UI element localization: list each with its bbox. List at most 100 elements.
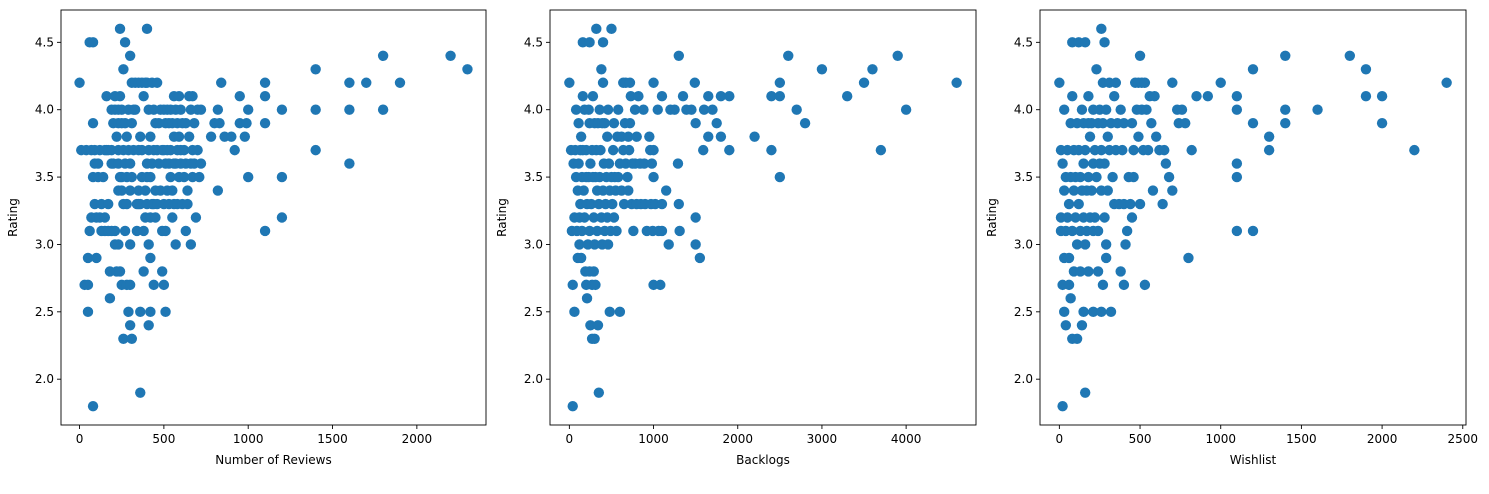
data-point — [148, 279, 159, 291]
data-point — [178, 171, 190, 183]
data-point — [663, 239, 674, 250]
data-point — [1128, 171, 1139, 183]
data-point — [1079, 387, 1091, 398]
data-point — [145, 306, 156, 318]
data-point — [1099, 37, 1110, 48]
data-point — [1067, 225, 1078, 237]
data-point — [377, 50, 389, 62]
data-point — [216, 77, 227, 88]
data-point — [584, 225, 595, 237]
data-point — [178, 144, 190, 156]
x-tick-label: 500 — [1129, 432, 1152, 446]
y-tick-label: 4.5 — [524, 35, 543, 49]
data-point — [1150, 131, 1162, 142]
chart-panel-1: 0 500 1000 1500 2000 2.0 2.5 3.0 3.5 4.0 4.5 Number… — [6, 9, 487, 467]
data-point — [1100, 252, 1112, 264]
y-tick-label: 4.0 — [524, 103, 543, 117]
data-point — [673, 50, 685, 62]
data-point — [82, 306, 94, 318]
data-point — [570, 104, 582, 115]
data-point — [234, 91, 245, 102]
data-point — [344, 104, 355, 115]
x-tick-label: 2000 — [402, 432, 433, 446]
data-point — [648, 77, 659, 88]
data-point — [243, 104, 254, 115]
x-tick-label: 2500 — [1447, 432, 1478, 446]
data-point — [276, 212, 288, 223]
data-point — [707, 104, 718, 115]
data-point — [585, 320, 596, 331]
data-point — [156, 266, 168, 277]
data-point — [111, 131, 122, 142]
data-point — [124, 158, 136, 169]
data-point — [1118, 117, 1130, 129]
data-point — [1102, 131, 1113, 142]
data-point — [900, 104, 912, 115]
data-point — [126, 171, 138, 183]
data-point — [116, 185, 127, 196]
data-point — [121, 198, 132, 210]
data-point — [1097, 279, 1109, 291]
data-point — [1063, 198, 1075, 210]
data-point — [1376, 91, 1388, 102]
data-point — [1083, 266, 1094, 277]
data-point — [1231, 104, 1243, 115]
data-point — [1147, 185, 1159, 196]
data-point — [239, 131, 251, 142]
data-point — [1159, 144, 1170, 156]
data-point — [606, 23, 617, 35]
data-point — [573, 158, 584, 169]
data-point — [310, 64, 321, 75]
data-point — [103, 198, 114, 210]
data-point — [87, 37, 99, 48]
data-point — [1133, 131, 1144, 142]
data-point — [639, 158, 650, 169]
data-point — [135, 387, 146, 398]
axes-frame — [1039, 9, 1467, 426]
data-point — [143, 320, 154, 331]
data-point — [113, 239, 124, 250]
data-point — [1125, 198, 1136, 210]
data-point — [569, 306, 580, 318]
data-point — [1360, 91, 1372, 102]
data-point — [1096, 23, 1107, 35]
data-point — [597, 37, 609, 48]
data-point — [91, 252, 102, 264]
data-point — [1088, 306, 1099, 318]
data-points-1 — [74, 23, 473, 412]
x-tick-label: 3000 — [807, 432, 838, 446]
data-point — [1134, 50, 1146, 62]
data-point — [783, 50, 794, 62]
data-point — [1247, 117, 1259, 129]
data-point — [259, 91, 271, 102]
data-point — [1176, 104, 1188, 115]
data-point — [194, 171, 205, 183]
data-point — [690, 212, 701, 223]
data-point — [226, 131, 237, 142]
data-points-2 — [564, 23, 962, 412]
data-point — [1096, 144, 1107, 156]
data-point — [130, 104, 141, 115]
data-point — [1180, 117, 1191, 129]
data-point — [711, 117, 722, 129]
data-point — [87, 117, 99, 129]
data-point — [673, 198, 685, 210]
data-point — [656, 198, 668, 210]
data-point — [170, 239, 181, 250]
data-point — [656, 225, 668, 237]
data-point — [858, 77, 870, 88]
data-point — [183, 131, 195, 142]
data-point — [715, 131, 727, 142]
data-point — [1139, 77, 1151, 88]
data-point — [576, 225, 588, 237]
data-point — [123, 306, 134, 318]
data-point — [652, 104, 663, 115]
data-point — [672, 158, 684, 169]
data-point — [1079, 239, 1091, 250]
data-point — [774, 91, 786, 102]
data-point — [310, 144, 321, 156]
x-tick-label: 2000 — [1367, 432, 1398, 446]
data-point — [1107, 171, 1118, 183]
y-tick-label: 2.0 — [35, 372, 54, 386]
